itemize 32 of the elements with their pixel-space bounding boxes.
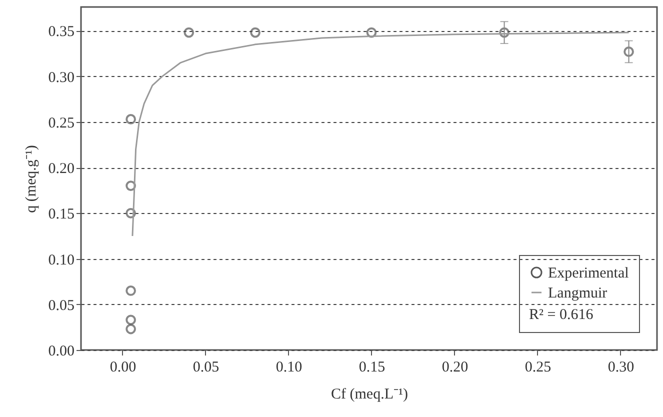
point bbox=[366, 27, 377, 38]
x-tick-label: 0.10 bbox=[276, 360, 302, 376]
point bbox=[126, 324, 136, 334]
legend-label: Langmuir bbox=[548, 286, 608, 302]
x-tick-label: 0.00 bbox=[110, 360, 136, 376]
point bbox=[250, 27, 260, 38]
point bbox=[126, 180, 136, 191]
point bbox=[126, 286, 136, 296]
x-tick-label: 0.15 bbox=[358, 360, 386, 376]
annotation: R² = 0.616 bbox=[529, 307, 594, 323]
y-tick-label: 0.35 bbox=[48, 24, 74, 40]
y-tick-label: 0.20 bbox=[48, 161, 74, 178]
x-axis-title: Cf (meq.L⁻¹) bbox=[331, 386, 408, 402]
y-axis-title: q (meq.g⁻¹) bbox=[23, 145, 40, 213]
x-tick-label: 0.20 bbox=[442, 360, 468, 376]
point bbox=[624, 46, 634, 57]
y-tick-label: 0.10 bbox=[48, 252, 74, 268]
y-tick-label: 0.00 bbox=[48, 344, 74, 360]
point bbox=[126, 314, 136, 326]
point bbox=[126, 114, 136, 124]
x-tick-label: 0.05 bbox=[192, 360, 220, 376]
y-tick-label: 0.25 bbox=[48, 115, 74, 132]
line-series bbox=[132, 32, 630, 237]
y-tick-label: 0.15 bbox=[48, 206, 74, 223]
y-tick-label: 0.30 bbox=[48, 70, 74, 86]
point bbox=[126, 208, 136, 218]
point bbox=[184, 27, 194, 38]
legend-label: Experimental bbox=[548, 266, 629, 282]
point bbox=[499, 27, 510, 38]
x-tick-label: 0.30 bbox=[608, 360, 634, 376]
y-tick-label: 0.05 bbox=[48, 298, 74, 314]
x-tick-label: 0.25 bbox=[524, 360, 552, 376]
